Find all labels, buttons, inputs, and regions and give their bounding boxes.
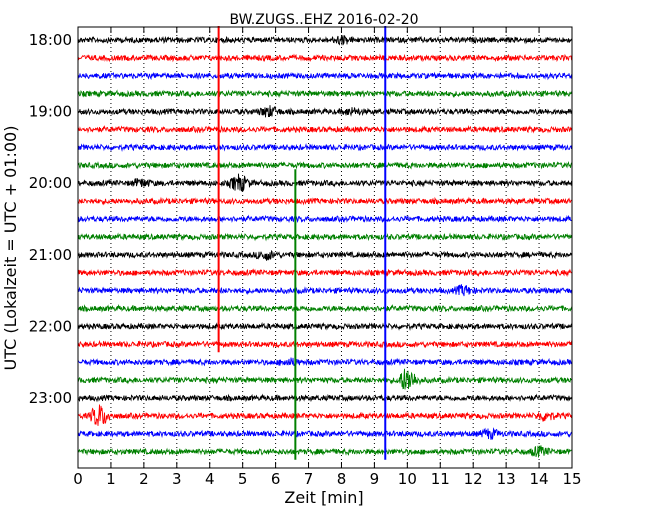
x-tick-label: 13 <box>497 470 516 488</box>
seismic-trace <box>77 445 573 458</box>
y-tick-label: 23:00 <box>29 389 72 407</box>
seismic-trace <box>77 142 573 152</box>
seismic-trace <box>77 268 573 277</box>
x-tick-label: 7 <box>304 470 314 488</box>
y-tick-label: 18:00 <box>29 31 72 49</box>
y-tick-label: 19:00 <box>29 103 72 121</box>
x-tick-label: 3 <box>172 470 182 488</box>
x-tick-label: 9 <box>370 470 380 488</box>
x-tick-label: 12 <box>464 470 483 488</box>
seismic-trace <box>77 339 573 349</box>
seismic-trace <box>77 427 573 440</box>
seismic-trace <box>77 35 573 46</box>
x-tick-label: 2 <box>139 470 149 488</box>
seismic-trace <box>77 214 573 224</box>
seismic-trace <box>77 105 573 118</box>
seismic-trace <box>77 321 573 331</box>
seismic-trace <box>77 284 573 297</box>
x-tick-label: 0 <box>73 470 83 488</box>
seismic-trace <box>77 196 573 206</box>
x-tick-label: 10 <box>398 470 417 488</box>
y-axis-label: UTC (Lokalzeit = UTC + 01:00) <box>1 126 20 371</box>
x-tick-label: 14 <box>530 470 549 488</box>
seismic-trace <box>77 368 573 390</box>
seismic-trace <box>77 404 573 426</box>
seismic-trace <box>77 249 573 261</box>
seismic-trace <box>77 71 573 81</box>
seismic-trace <box>77 89 573 98</box>
seismic-trace <box>77 357 573 367</box>
y-tick-label: 20:00 <box>29 174 72 192</box>
seismic-trace <box>77 125 573 134</box>
x-tick-label: 4 <box>205 470 215 488</box>
x-tick-label: 11 <box>431 470 450 488</box>
seismic-trace <box>77 53 573 63</box>
x-tick-label: 15 <box>562 470 581 488</box>
seismic-trace <box>77 160 573 170</box>
seismic-trace <box>77 232 573 242</box>
x-tick-label: 5 <box>238 470 248 488</box>
seismic-trace <box>77 173 573 192</box>
y-tick-label: 21:00 <box>29 246 72 264</box>
chart-title: BW.ZUGS..EHZ 2016-02-20 <box>229 12 418 28</box>
y-tick-label: 22:00 <box>29 317 72 335</box>
x-tick-label: 6 <box>271 470 281 488</box>
x-axis-label: Zeit [min] <box>284 488 363 507</box>
seismic-trace <box>77 393 573 403</box>
x-tick-label: 1 <box>106 470 116 488</box>
seismic-trace <box>77 304 573 313</box>
x-tick-label: 8 <box>337 470 347 488</box>
plot-frame <box>77 26 573 469</box>
